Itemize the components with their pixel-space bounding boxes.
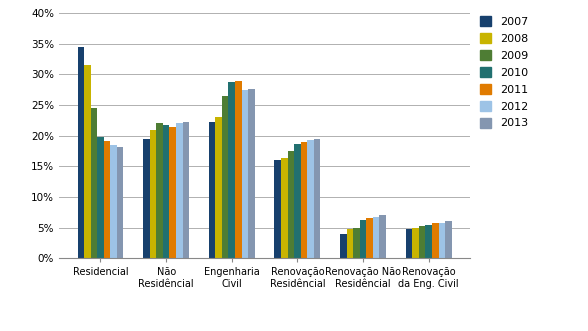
Bar [439,223,445,258]
Bar [242,90,248,258]
Bar [78,47,84,258]
Bar [353,228,360,258]
Bar [347,229,353,258]
Bar [406,229,412,258]
Bar [209,122,215,258]
Bar [294,144,300,258]
Bar [215,117,222,258]
Bar [103,141,111,258]
Bar [84,65,91,258]
Legend: 2007, 2008, 2009, 2010, 2011, 2012, 2013: 2007, 2008, 2009, 2010, 2011, 2012, 2013 [480,16,529,128]
Bar [91,108,97,258]
Bar [379,215,386,258]
Bar [222,96,229,258]
Bar [111,145,117,258]
Bar [366,218,373,258]
Bar [150,129,156,258]
Bar [229,82,235,258]
Bar [314,139,320,258]
Bar [288,151,294,258]
Bar [281,158,288,258]
Bar [275,160,281,258]
Bar [373,216,379,258]
Bar [235,81,242,258]
Bar [163,125,169,258]
Bar [419,226,426,258]
Bar [340,234,347,258]
Bar [445,221,452,258]
Bar [169,127,176,258]
Bar [143,139,150,258]
Bar [176,123,182,258]
Bar [426,224,432,258]
Bar [432,223,439,258]
Bar [117,147,123,258]
Bar [300,142,308,258]
Bar [97,137,103,258]
Bar [360,220,366,258]
Bar [308,140,314,258]
Bar [412,228,419,258]
Bar [156,123,163,258]
Bar [248,89,255,258]
Bar [182,121,189,258]
